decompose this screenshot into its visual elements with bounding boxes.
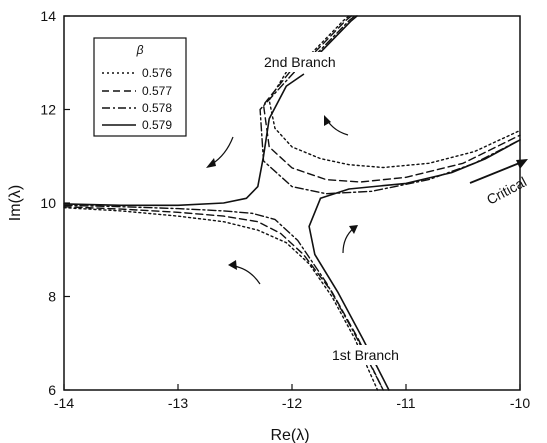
x-tick-label: -13	[168, 395, 188, 411]
y-tick-label: 12	[40, 102, 56, 118]
flow-arrow-lower-right	[342, 225, 358, 254]
branch1-label-bg	[330, 345, 410, 365]
x-tick-label: -14	[54, 395, 74, 411]
series-line-0579-seg0	[63, 73, 305, 207]
x-tick-label: -11	[396, 395, 415, 411]
legend-label-0578: 0.578	[142, 101, 172, 115]
flow-arrow-upper-right	[324, 115, 349, 136]
y-tick-label: 6	[48, 382, 56, 398]
legend-title: β	[136, 43, 144, 57]
branch1-label: 1st Branch	[332, 347, 399, 363]
ticks-layer: -14 -13 -12 -11 -10 6 8 10 12 14	[40, 8, 530, 411]
branch2-label: 2nd Branch	[264, 54, 336, 70]
legend-label-0577: 0.577	[142, 84, 172, 98]
legend: β 0.576 0.577 0.578 0.579	[93, 37, 187, 137]
y-axis-label: Im(λ)	[7, 185, 24, 221]
legend-box	[93, 37, 187, 137]
legend-label-0579: 0.579	[142, 118, 172, 132]
y-tick-label: 10	[40, 195, 56, 211]
series-line-0578-seg0	[63, 204, 384, 391]
x-axis-label: Re(λ)	[270, 427, 309, 443]
branch2-label-bg	[262, 52, 362, 72]
critical-label: Critical	[484, 173, 529, 207]
series-line-0579-seg1	[319, 139, 521, 200]
series-line-0578-seg1	[259, 71, 521, 195]
x-tick-label: -10	[510, 395, 530, 411]
flow-arrow-lower-left	[228, 260, 261, 285]
series-line-0577-seg1	[262, 71, 521, 183]
y-tick-label: 14	[40, 8, 56, 24]
critical-arrow	[469, 159, 528, 184]
series-line-0576-seg0	[63, 206, 379, 391]
x-tick-label: -12	[282, 395, 302, 411]
legend-label-0576: 0.576	[142, 66, 172, 80]
y-tick-label: 8	[48, 289, 56, 305]
flow-arrow-upper-left	[206, 136, 234, 168]
